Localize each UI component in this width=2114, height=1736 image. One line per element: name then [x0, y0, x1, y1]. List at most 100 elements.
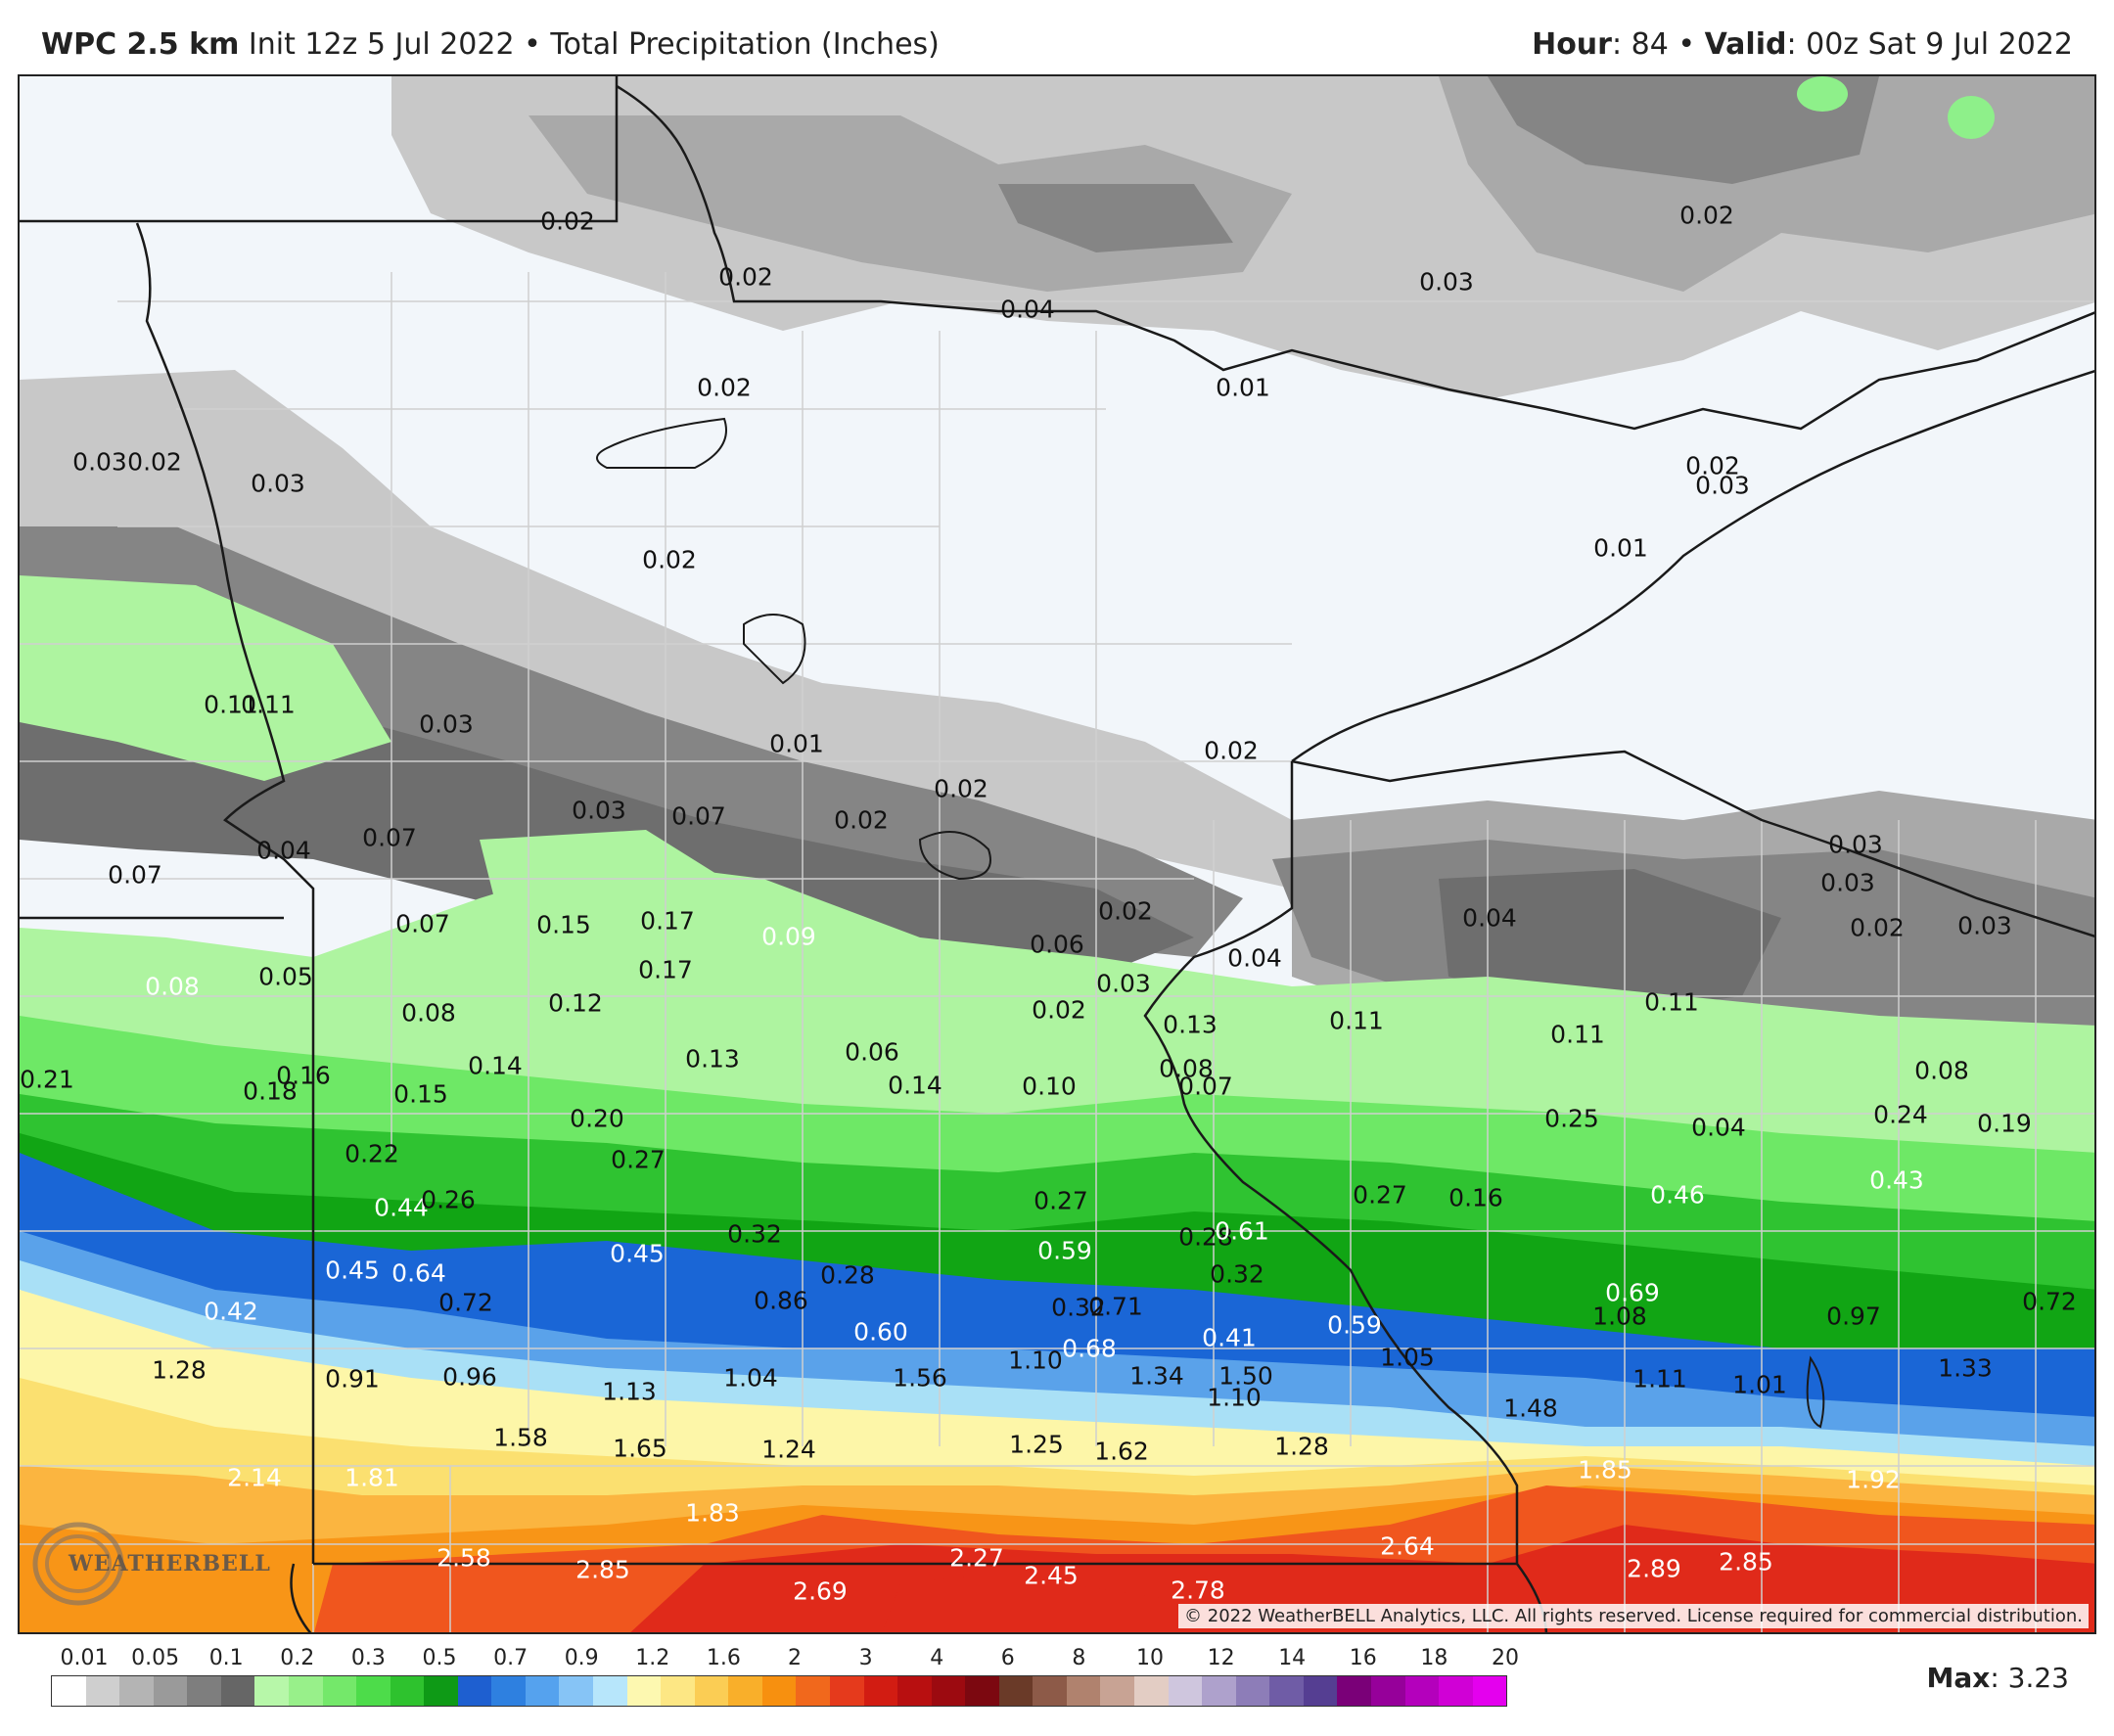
legend-swatch — [424, 1676, 458, 1706]
max-label: Max — [1926, 1662, 1991, 1694]
precip-value-label: 1.28 — [152, 1355, 207, 1385]
precip-value-label: 0.68 — [1062, 1334, 1117, 1363]
legend-tick-label: 0.2 — [280, 1646, 315, 1670]
legend-swatch — [491, 1676, 526, 1706]
legend-swatch — [1370, 1676, 1405, 1706]
precip-value-label: 0.25 — [1544, 1104, 1599, 1133]
map-header: WPC 2.5 km Init 12z 5 Jul 2022 • Total P… — [0, 0, 2114, 74]
precip-value-label: 0.28 — [1178, 1222, 1233, 1252]
precip-value-label: 2.27 — [949, 1543, 1004, 1573]
county-borders — [20, 272, 2094, 1632]
ia-border-west — [290, 1563, 312, 1632]
legend-ticks: 0.01 0.05 0.1 0.2 0.3 0.5 0.7 0.9 1.2 1.6 2 3 4 6 8 10 1… — [51, 1646, 1519, 1675]
precip-value-label: 0.01 — [1593, 533, 1648, 563]
legend-tick-label: 20 — [1492, 1646, 1519, 1670]
precip-value-label: 0.02 — [834, 805, 889, 835]
precip-value-label: 0.64 — [391, 1258, 446, 1288]
legend-tick-label: 3 — [858, 1646, 873, 1670]
legend-swatch — [1100, 1676, 1134, 1706]
precip-value-label: 0.45 — [610, 1239, 665, 1268]
state-borders — [20, 76, 2094, 1632]
lake-pepin — [1806, 1355, 1825, 1429]
precip-value-label: 0.03 — [1096, 969, 1151, 998]
precip-value-label: 0.04 — [1227, 943, 1282, 973]
logo-text: WEATHERBELL — [69, 1551, 271, 1576]
legend-swatch — [254, 1676, 289, 1706]
precip-value-label: 1.85 — [1578, 1455, 1632, 1485]
precip-value-label: 1.04 — [723, 1363, 778, 1393]
map-title: WPC 2.5 km Init 12z 5 Jul 2022 • Total P… — [41, 27, 940, 62]
legend-swatch — [998, 1676, 1034, 1706]
precip-value-label: 0.02 — [1204, 736, 1259, 765]
precip-value-label: 0.02 — [540, 206, 595, 236]
precip-value-label: 0.07 — [1178, 1072, 1233, 1101]
precip-value-label: 0.43 — [1869, 1165, 1924, 1195]
legend-tick-label: 2 — [788, 1646, 802, 1670]
legend-tick-label: 8 — [1072, 1646, 1086, 1670]
precip-band-green-light-central — [480, 830, 724, 996]
precip-value-label: 0.59 — [1037, 1236, 1092, 1265]
valid-time-info: Hour: 84 • Valid: 00z Sat 9 Jul 2022 — [1532, 27, 2073, 62]
precip-value-label: 0.11 — [241, 690, 296, 719]
precip-value-label: 1.28 — [1274, 1432, 1329, 1461]
precip-value-label: 0.22 — [345, 1139, 399, 1168]
legend-swatch — [1337, 1676, 1371, 1706]
legend-swatch — [1033, 1676, 1067, 1706]
precip-value-label: 0.72 — [438, 1288, 493, 1317]
precip-value-label: 2.14 — [227, 1463, 282, 1492]
precip-value-label: 0.07 — [395, 909, 450, 938]
legend-swatch — [1168, 1676, 1203, 1706]
legend-tick-label: 0.01 — [60, 1646, 109, 1670]
precip-value-label: 0.26 — [421, 1185, 476, 1214]
legend-colorbar — [51, 1675, 1507, 1707]
legend-swatch — [1404, 1676, 1440, 1706]
lake-superior-shoreline — [1291, 369, 2094, 763]
precip-value-label: 0.03 — [251, 469, 305, 498]
precip-value-label: 0.07 — [362, 823, 417, 852]
legend-swatch — [52, 1676, 86, 1706]
precip-value-label: 0.27 — [1034, 1186, 1088, 1215]
legend-swatch — [829, 1676, 864, 1706]
legend-tick-label: 0.05 — [131, 1646, 180, 1670]
precip-value-label: 0.96 — [442, 1362, 497, 1392]
legend-swatch — [559, 1676, 593, 1706]
legend-swatch — [1134, 1676, 1169, 1706]
precip-value-label: 0.08 — [145, 972, 200, 1001]
precip-value-label: 1.81 — [345, 1463, 399, 1492]
mn-wi-border — [1143, 761, 1548, 1632]
precip-value-label: 0.19 — [1977, 1109, 2032, 1138]
legend-swatch — [931, 1676, 966, 1706]
precip-band-dark-north — [998, 184, 1233, 252]
precip-value-label: 2.85 — [575, 1555, 630, 1584]
precip-value-label: 0.32 — [1051, 1293, 1106, 1322]
precip-value-label: 1.50 — [1218, 1361, 1273, 1391]
legend-tick-label: 1.6 — [706, 1646, 741, 1670]
precip-value-label: 1.01 — [1732, 1370, 1787, 1399]
precip-value-label: 0.04 — [1000, 295, 1055, 324]
precip-value-label: 0.12 — [548, 988, 603, 1018]
legend-tick-label: 0.3 — [350, 1646, 386, 1670]
precip-value-label: 0.11 — [1644, 987, 1699, 1017]
precip-value-label: 0.08 — [1159, 1054, 1214, 1083]
precip-value-label: 1.13 — [602, 1377, 657, 1406]
precip-value-label: 0.11 — [204, 690, 258, 719]
lakes — [596, 417, 1825, 1429]
precip-value-label: 0.14 — [468, 1051, 523, 1080]
legend-swatch — [1202, 1676, 1236, 1706]
legend-tick-label: 0.7 — [493, 1646, 528, 1670]
precip-value-label: 0.18 — [243, 1076, 298, 1106]
precip-band-gray-northwest — [20, 370, 1292, 889]
precip-value-label: 1.48 — [1503, 1393, 1558, 1423]
legend-swatch — [694, 1676, 729, 1706]
precip-value-label: 0.07 — [108, 860, 162, 890]
legend-tick-label: 10 — [1136, 1646, 1164, 1670]
precip-value-label: 2.89 — [1627, 1554, 1681, 1583]
precip-value-label: 0.17 — [638, 955, 693, 984]
precip-value-label: 0.16 — [276, 1061, 331, 1090]
precip-value-label: 0.03 — [419, 709, 474, 739]
precip-value-label: 0.02 — [1850, 913, 1905, 942]
precipitation-map[interactable]: 0.02 0.02 0.04 0.01 0.03 0.02 0.02 0.03 0.02 0.03… — [18, 74, 2096, 1634]
lake-superior-south-shore — [1291, 750, 2094, 938]
field-name: Total Precipitation (Inches) — [550, 27, 940, 62]
precip-value-label: 0.11 — [1329, 1006, 1384, 1035]
